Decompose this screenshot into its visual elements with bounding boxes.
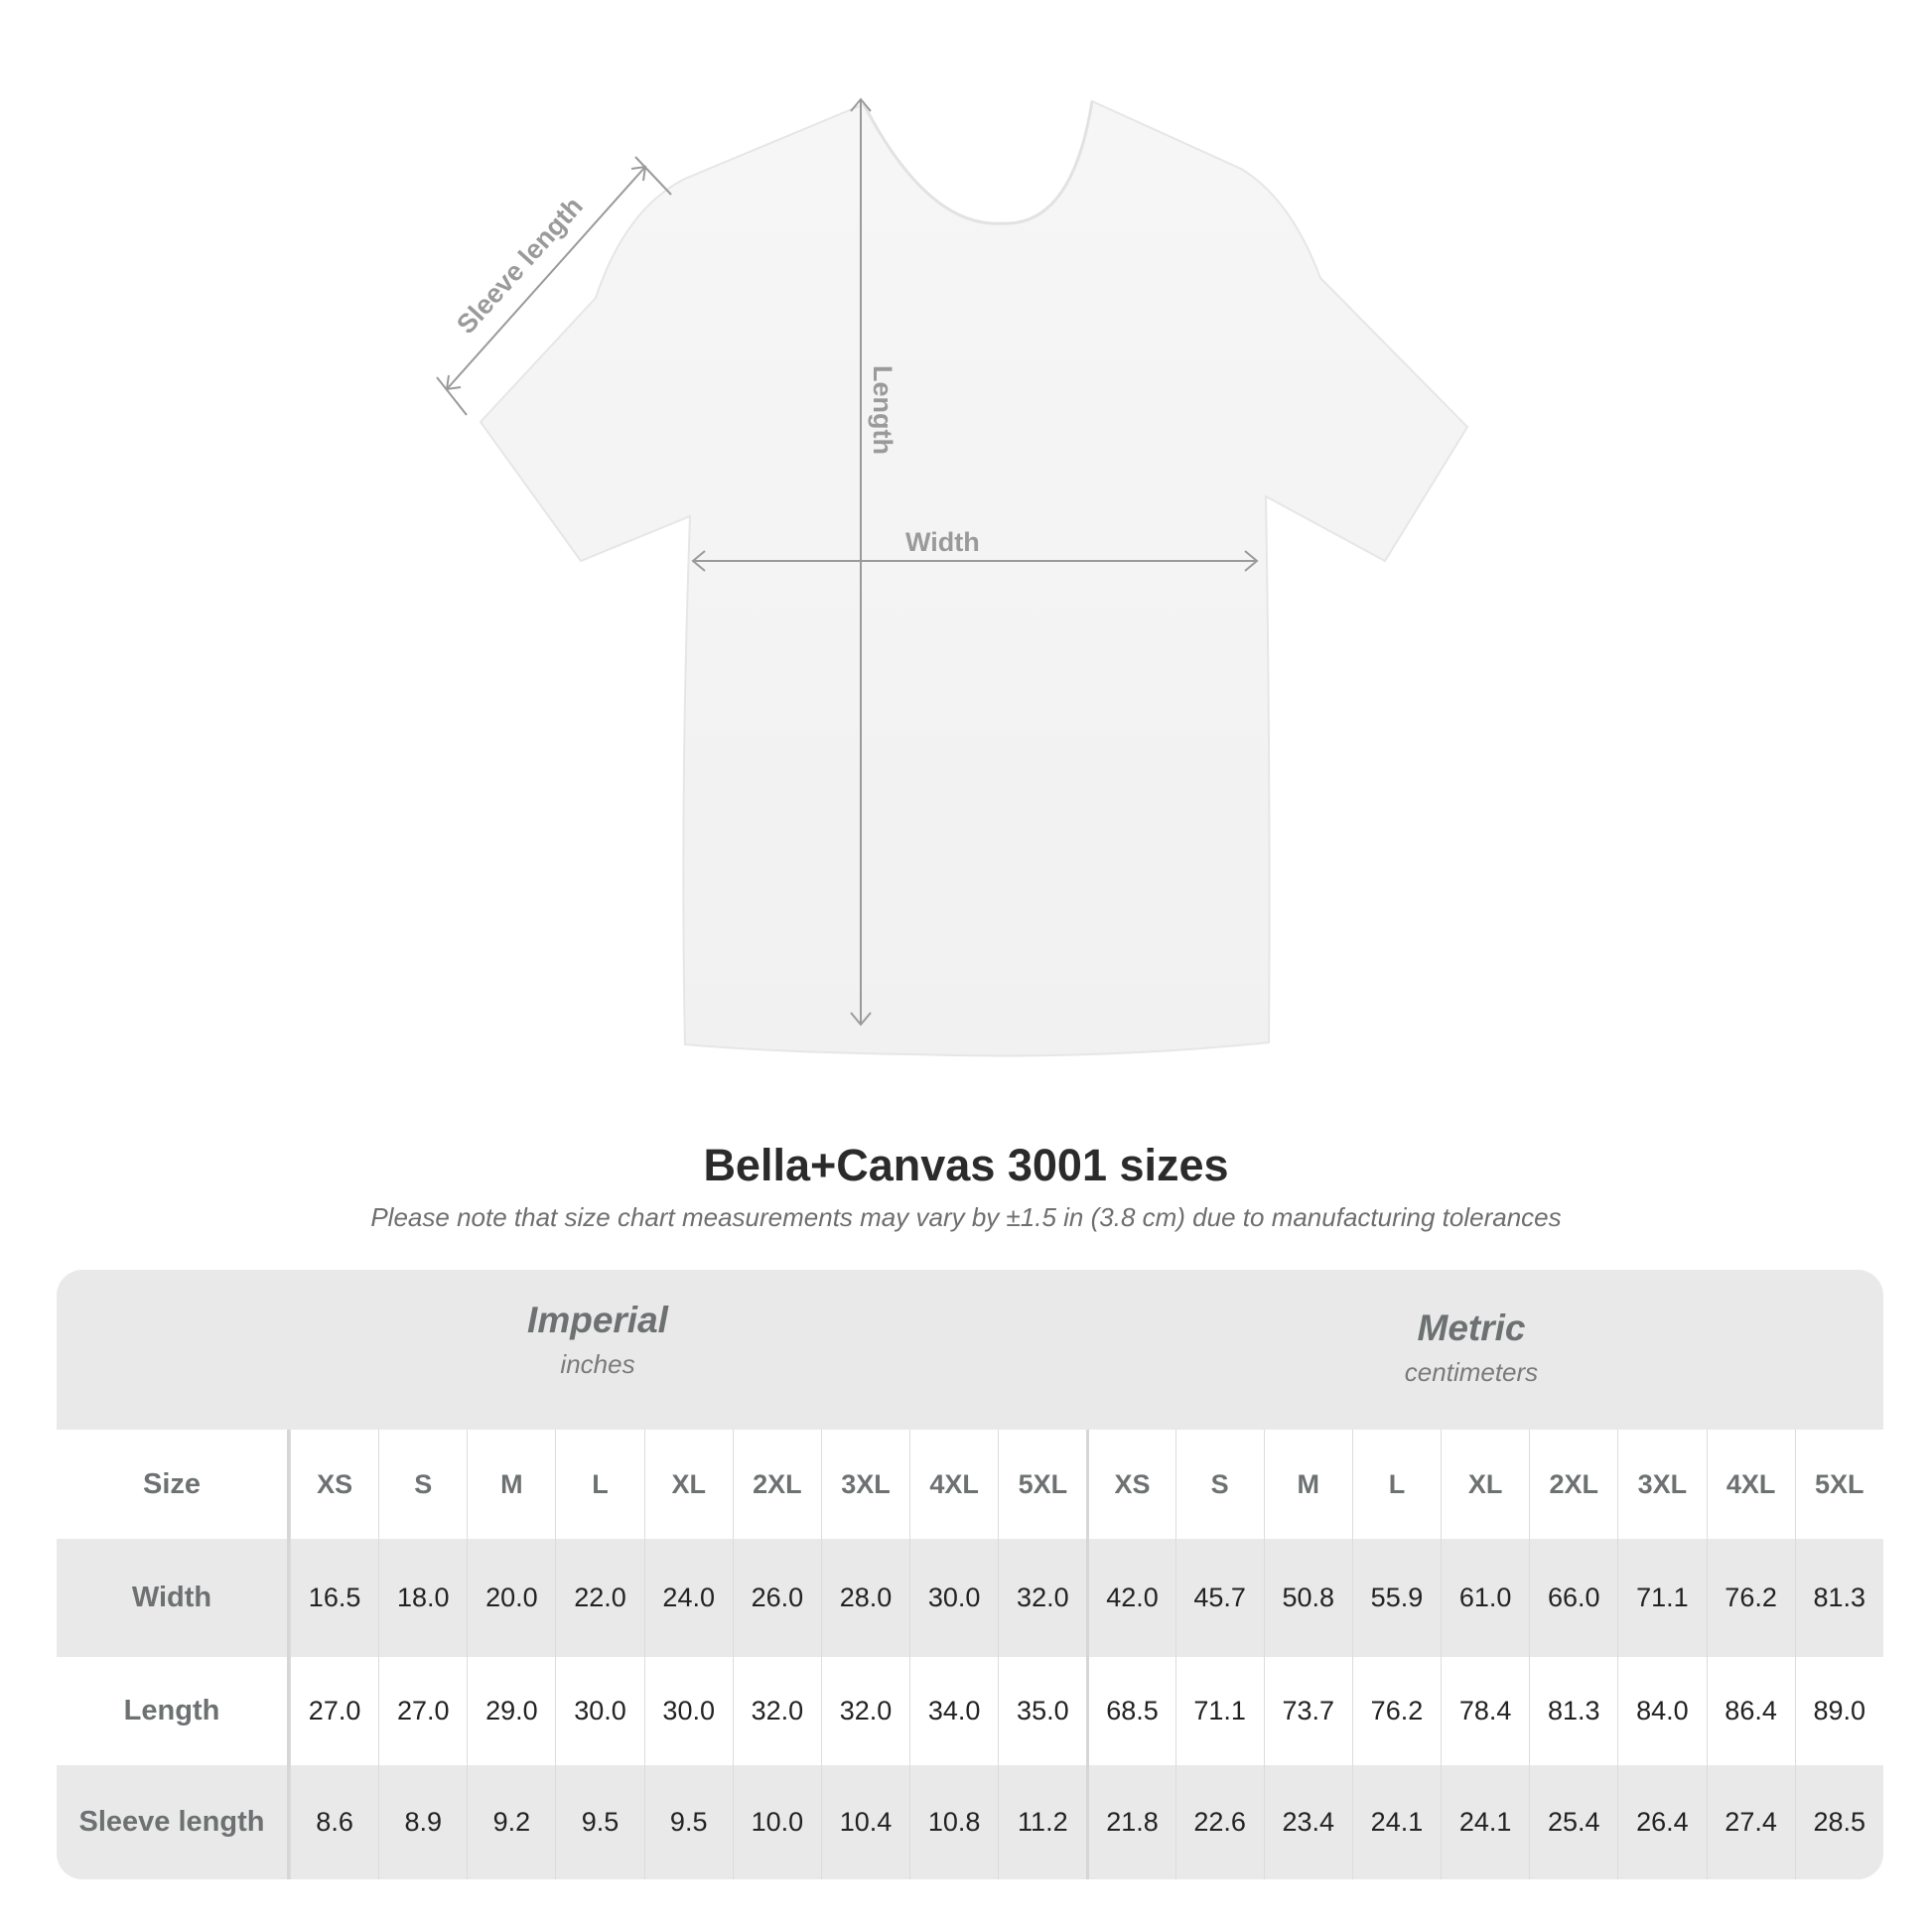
table-cell: 81.3 xyxy=(1794,1539,1883,1657)
metric-title: Metric xyxy=(1417,1308,1526,1348)
size-header-row: Size XS S M L XL 2XL 3XL 4XL 5XL XS S M L XL 2XL 3XL 4XL 5… xyxy=(57,1430,1883,1539)
table-cell: 34.0 xyxy=(909,1657,998,1765)
table-cell: 16.5 xyxy=(290,1539,378,1657)
table-cell: XS xyxy=(290,1430,378,1539)
table-cell: 27.0 xyxy=(290,1657,378,1765)
table-cell: 30.0 xyxy=(909,1539,998,1657)
table-cell: 9.5 xyxy=(555,1765,643,1879)
imperial-unit: inches xyxy=(560,1349,635,1379)
table-cell: 55.9 xyxy=(1351,1539,1441,1657)
table-cell: 22.6 xyxy=(1174,1765,1264,1879)
table-cell: XL xyxy=(643,1430,733,1539)
table-cell: 24.0 xyxy=(643,1539,733,1657)
sleeve-length-label: Sleeve length xyxy=(451,192,589,340)
table-cell: 42.0 xyxy=(1086,1539,1174,1657)
table-cell: 73.7 xyxy=(1263,1657,1352,1765)
table-cell: 23.4 xyxy=(1263,1765,1352,1879)
table-cell: 61.0 xyxy=(1441,1539,1529,1657)
table-cell: 18.0 xyxy=(378,1539,467,1657)
tshirt-diagram: Sleeve length Length Width xyxy=(436,97,1469,1057)
table-cell: 89.0 xyxy=(1794,1657,1883,1765)
row-label: Length xyxy=(57,1657,290,1765)
table-cell: 10.0 xyxy=(732,1765,821,1879)
width-label: Width xyxy=(905,527,980,557)
table-cell: 29.0 xyxy=(467,1657,555,1765)
table-cell: 76.2 xyxy=(1351,1657,1441,1765)
metric-header: Metric centimeters xyxy=(1173,1308,1769,1388)
table-cell: 21.8 xyxy=(1086,1765,1174,1879)
table-cell: 68.5 xyxy=(1086,1657,1174,1765)
table-cell: 8.9 xyxy=(378,1765,467,1879)
table-cell: 5XL xyxy=(1794,1430,1883,1539)
size-table: Imperial inches Metric centimeters Size X… xyxy=(57,1270,1883,1879)
table-cell: M xyxy=(1263,1430,1352,1539)
table-cell: 27.4 xyxy=(1706,1765,1795,1879)
table-cell: 24.1 xyxy=(1441,1765,1529,1879)
table-cell: 3XL xyxy=(820,1430,909,1539)
table-cell: 50.8 xyxy=(1263,1539,1352,1657)
tshirt-image xyxy=(479,99,1469,1057)
table-cell: 32.0 xyxy=(820,1657,909,1765)
table-cell: 30.0 xyxy=(643,1657,733,1765)
chart-title: Bella+Canvas 3001 sizes xyxy=(703,1140,1229,1190)
imperial-title: Imperial xyxy=(527,1300,668,1340)
table-cell: 3XL xyxy=(1617,1430,1706,1539)
table-cell: 81.3 xyxy=(1529,1657,1617,1765)
length-label: Length xyxy=(868,365,897,455)
table-cell: 20.0 xyxy=(467,1539,555,1657)
table-cell: 5XL xyxy=(998,1430,1086,1539)
table-cell: 71.1 xyxy=(1617,1539,1706,1657)
measurement-lines xyxy=(436,97,1259,1027)
table-cell: 84.0 xyxy=(1617,1657,1706,1765)
table-cell: 2XL xyxy=(732,1430,821,1539)
table-row: Length 27.0 27.0 29.0 30.0 30.0 32.0 32.0 34.0 35… xyxy=(57,1657,1883,1765)
table-cell: L xyxy=(555,1430,643,1539)
table-cell: 32.0 xyxy=(732,1657,821,1765)
table-cell: 9.5 xyxy=(643,1765,733,1879)
table-cell: 32.0 xyxy=(998,1539,1086,1657)
table-cell: 24.1 xyxy=(1351,1765,1441,1879)
table-cell: 26.0 xyxy=(732,1539,821,1657)
table-cell: XS xyxy=(1086,1430,1174,1539)
imperial-header: Imperial inches xyxy=(300,1300,896,1380)
table-cell: 10.8 xyxy=(909,1765,998,1879)
units-header: Imperial inches Metric centimeters xyxy=(57,1270,1883,1430)
table-cell: XL xyxy=(1441,1430,1529,1539)
table-cell: 11.2 xyxy=(998,1765,1086,1879)
table-cell: 26.4 xyxy=(1617,1765,1706,1879)
metric-unit: centimeters xyxy=(1404,1357,1539,1387)
table-cell: 9.2 xyxy=(467,1765,555,1879)
table-cell: 76.2 xyxy=(1706,1539,1795,1657)
table-cell: 28.5 xyxy=(1794,1765,1883,1879)
table-cell: 30.0 xyxy=(555,1657,643,1765)
table-row: Width 16.5 18.0 20.0 22.0 24.0 26.0 28.0 30.0 32.… xyxy=(57,1539,1883,1657)
table-cell: 71.1 xyxy=(1174,1657,1264,1765)
table-row: Sleeve length 8.6 8.9 9.2 9.5 9.5 10.0 10.4 10.8… xyxy=(57,1765,1883,1879)
row-label: Sleeve length xyxy=(57,1765,290,1879)
table-cell: 35.0 xyxy=(998,1657,1086,1765)
table-cell: M xyxy=(467,1430,555,1539)
row-label: Width xyxy=(57,1539,290,1657)
table-cell: 4XL xyxy=(1706,1430,1795,1539)
table-cell: 22.0 xyxy=(555,1539,643,1657)
table-cell: S xyxy=(1174,1430,1264,1539)
table-cell: 27.0 xyxy=(378,1657,467,1765)
table-cell: L xyxy=(1351,1430,1441,1539)
table-cell: 78.4 xyxy=(1441,1657,1529,1765)
table-cell: 45.7 xyxy=(1174,1539,1264,1657)
table-cell: 86.4 xyxy=(1706,1657,1795,1765)
table-cell: 8.6 xyxy=(290,1765,378,1879)
row-label: Size xyxy=(57,1430,290,1539)
table-cell: 25.4 xyxy=(1529,1765,1617,1879)
sleeve-line xyxy=(446,166,646,390)
table-cell: 4XL xyxy=(909,1430,998,1539)
table-cell: 66.0 xyxy=(1529,1539,1617,1657)
table-cell: 10.4 xyxy=(820,1765,909,1879)
tolerance-note: Please note that size chart measurements… xyxy=(370,1202,1562,1232)
table-cell: 28.0 xyxy=(820,1539,909,1657)
table-cell: S xyxy=(378,1430,467,1539)
table-cell: 2XL xyxy=(1529,1430,1617,1539)
